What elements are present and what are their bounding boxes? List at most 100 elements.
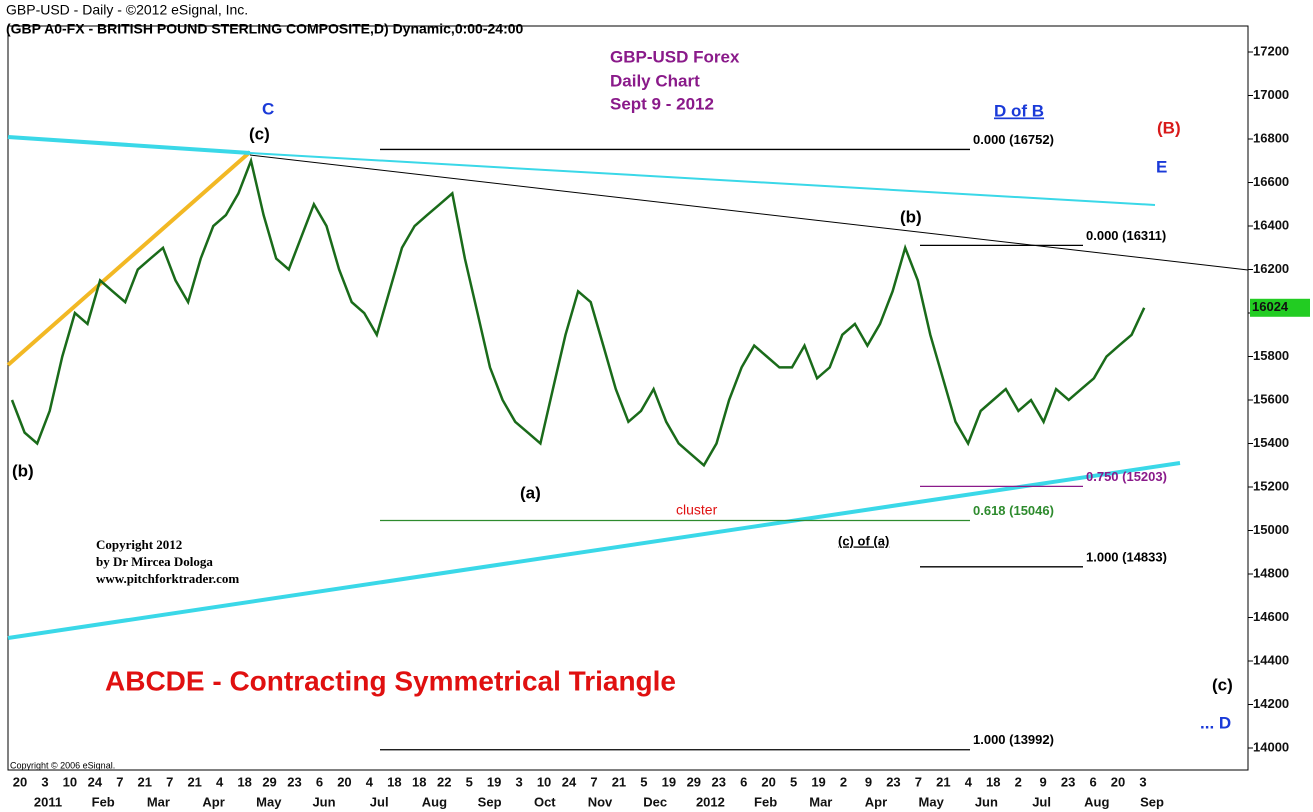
x-month-label: Feb [92,794,115,809]
trendline [249,152,1156,206]
x-day-label: 9 [865,774,872,789]
plot-frame [7,25,1249,771]
x-day-label: 20 [1111,774,1125,789]
x-month-label: Sep [478,794,502,809]
y-tick-label: 15200 [1253,478,1289,493]
x-month-label: Aug [422,794,447,809]
x-day-label: 7 [915,774,922,789]
x-month-label: Oct [534,794,556,809]
wave-label: (c) [1212,675,1233,694]
x-day-label: 24 [88,774,103,789]
x-day-label: 4 [366,774,374,789]
fib-level-label: 0.000 (16752) [973,132,1054,147]
y-tick-label: 16400 [1253,217,1289,232]
x-day-label: 5 [790,774,797,789]
subtitle: ABCDE - Contracting Symmetrical Triangle [105,665,676,696]
y-tick-label: 16600 [1253,174,1289,189]
y-tick-label: 14400 [1253,652,1289,667]
x-day-label: 29 [687,774,701,789]
x-day-label: 19 [811,774,825,789]
x-day-label: 6 [1089,774,1096,789]
x-day-label: 18 [986,774,1000,789]
trendline [249,154,1249,271]
header: (GBP A0-FX - BRITISH POUND STERLING COMP… [6,21,524,37]
y-tick-label: 17000 [1253,87,1289,102]
x-day-label: 19 [487,774,501,789]
y-tick-label: 15000 [1253,522,1289,537]
x-day-label: 2 [840,774,847,789]
copyright: www.pitchforktrader.com [96,571,239,586]
wave-label: C [262,99,274,118]
x-month-label: Apr [865,794,887,809]
wave-label: D of B [994,101,1044,120]
x-month-label: 2011 [34,794,62,809]
trendline [6,150,252,367]
title: Daily Chart [610,71,700,90]
x-day-label: 23 [712,774,726,789]
x-month-label: Apr [202,794,224,809]
copyright: Copyright 2012 [96,537,182,552]
x-month-label: Jun [975,794,998,809]
fib-level-label: 1.000 (14833) [1086,549,1167,564]
x-day-label: 7 [590,774,597,789]
x-day-label: 18 [412,774,426,789]
x-day-label: 20 [337,774,351,789]
x-day-label: 18 [237,774,251,789]
x-month-label: Mar [809,794,832,809]
y-tick-label: 14200 [1253,696,1289,711]
x-month-label: Aug [1084,794,1109,809]
x-month-label: 2012 [696,794,725,809]
x-month-label: Jun [312,794,335,809]
x-month-label: Nov [588,794,613,809]
y-tick-label: 15400 [1253,435,1289,450]
y-tick-label: 14000 [1253,739,1289,754]
x-day-label: 5 [640,774,647,789]
trendline [7,135,251,155]
y-tick-label: 16200 [1253,261,1289,276]
y-tick-label: 14600 [1253,609,1289,624]
x-day-label: 20 [761,774,775,789]
wave-label: (c) of (a) [838,533,889,548]
annotation: cluster [676,502,718,518]
x-day-label: 5 [466,774,473,789]
x-month-label: Jul [370,794,389,809]
wave-label: (b) [900,207,922,226]
x-day-label: 3 [515,774,522,789]
x-day-label: 24 [562,774,577,789]
last-price-label: 16024 [1252,299,1289,314]
wave-label: (c) [249,124,270,143]
header: GBP-USD - Daily - ©2012 eSignal, Inc. [6,2,248,18]
x-day-label: 6 [740,774,747,789]
fib-level-label: 1.000 (13992) [973,732,1054,747]
title: GBP-USD Forex [610,47,740,66]
x-day-label: 21 [936,774,950,789]
x-day-label: 20 [13,774,27,789]
x-day-label: 10 [63,774,77,789]
x-day-label: 21 [138,774,152,789]
x-day-label: 18 [387,774,401,789]
wave-label: (b) [12,461,34,480]
x-day-label: 3 [41,774,48,789]
x-day-label: 21 [612,774,626,789]
x-day-label: 23 [886,774,900,789]
x-day-label: 10 [537,774,551,789]
x-month-label: Sep [1140,794,1164,809]
y-tick-label: 17200 [1253,43,1289,58]
x-day-label: 29 [262,774,276,789]
x-day-label: 21 [187,774,201,789]
x-month-label: May [256,794,282,809]
x-day-label: 2 [1015,774,1022,789]
trendline [7,461,1181,640]
price-line [10,156,1146,468]
x-day-label: 23 [1061,774,1075,789]
y-tick-label: 16800 [1253,130,1289,145]
y-tick-label: 14800 [1253,565,1289,580]
x-day-label: 3 [1139,774,1146,789]
x-day-label: 7 [166,774,173,789]
x-month-label: May [919,794,945,809]
x-day-label: 4 [216,774,224,789]
last-price-box [1250,298,1310,317]
title: Sept 9 - 2012 [610,94,714,113]
fib-level-label: 0.750 (15203) [1086,469,1167,484]
